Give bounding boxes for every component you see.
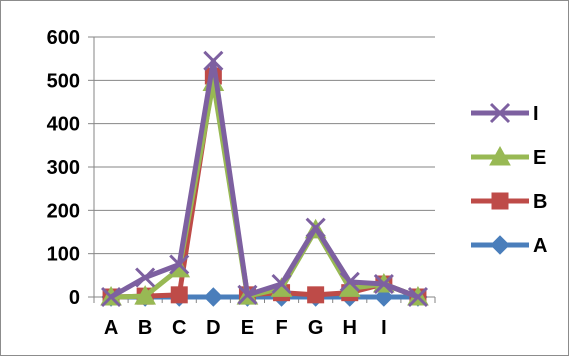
- legend-item-e: E: [471, 145, 546, 169]
- data-point: [237, 284, 258, 305]
- y-tick-label: 0: [69, 287, 80, 309]
- y-tick-label: 400: [47, 114, 80, 136]
- x-tick-label: I: [381, 317, 387, 339]
- series-line: [110, 80, 419, 300]
- y-tick-labels: 0 100 200 300 400 500 600: [47, 27, 80, 309]
- y-tick-label: 600: [47, 27, 80, 49]
- series-line: [109, 58, 419, 300]
- y-tick-label: 100: [47, 244, 80, 266]
- gridlines: [94, 36, 435, 255]
- data-point: [100, 286, 122, 308]
- data-point: [489, 145, 511, 166]
- y-tick-label: 300: [47, 157, 80, 179]
- x-tick-label: E: [241, 317, 254, 339]
- x-tick-label: G: [308, 317, 324, 339]
- data-point: [135, 267, 156, 288]
- data-point: [491, 192, 509, 210]
- x-tick-label: A: [104, 317, 118, 339]
- legend-item-i: I: [471, 102, 539, 125]
- legend-label: I: [533, 103, 539, 125]
- data-point: [407, 286, 429, 308]
- data-point: [169, 254, 190, 275]
- data-point: [489, 102, 511, 124]
- x-tick-label: D: [206, 317, 220, 339]
- x-tick-label: F: [275, 317, 287, 339]
- data-point: [203, 50, 224, 71]
- y-tick-label: 500: [47, 70, 80, 92]
- series-lines: [100, 50, 429, 308]
- data-point: [271, 273, 292, 295]
- x-tick-label: H: [343, 317, 357, 339]
- series-i: [100, 50, 429, 308]
- x-tick-label: B: [138, 317, 152, 339]
- data-point: [134, 285, 156, 305]
- y-tick-label: 200: [47, 200, 80, 222]
- legend-item-b: B: [471, 191, 547, 213]
- data-point: [307, 286, 325, 304]
- data-point: [203, 287, 224, 307]
- legend-label: B: [533, 191, 547, 213]
- data-point: [373, 273, 394, 295]
- data-point: [305, 217, 326, 238]
- legend-label: E: [533, 147, 546, 169]
- x-tick-label: C: [172, 317, 186, 339]
- data-point: [490, 235, 510, 255]
- series-e: [100, 71, 429, 306]
- series-line: [110, 73, 419, 300]
- legend-label: A: [533, 235, 547, 257]
- axes: [88, 36, 436, 303]
- data-point: [170, 286, 188, 304]
- legend-item-a: A: [471, 235, 547, 257]
- data-point: [339, 271, 360, 292]
